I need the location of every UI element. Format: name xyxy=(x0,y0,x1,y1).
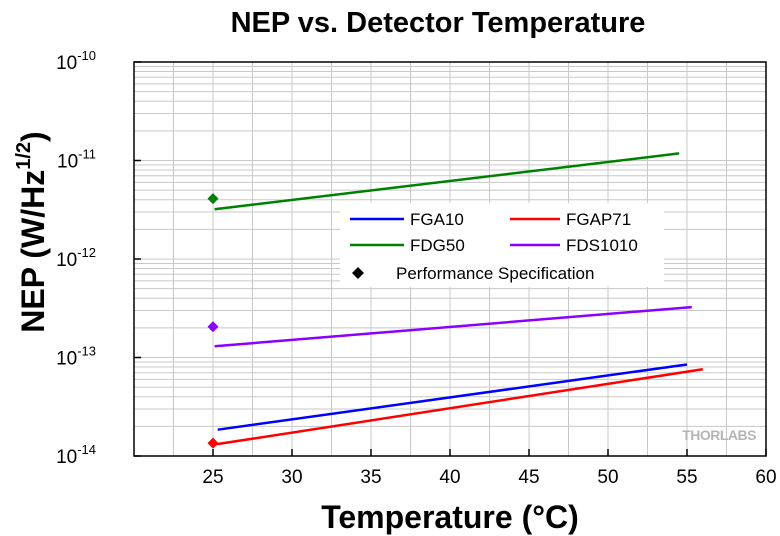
y-tick-label: 10-13 xyxy=(56,344,96,370)
x-ticks: 25 30 35 40 45 50 55 60 xyxy=(202,449,777,488)
legend-label: FDG50 xyxy=(410,236,465,255)
y-tick-label: 10-12 xyxy=(56,245,96,271)
y-axis-title-main: NEP (W/Hz xyxy=(15,170,51,333)
legend-label: FGAP71 xyxy=(566,210,631,229)
chart-title: NEP vs. Detector Temperature xyxy=(231,7,646,39)
legend: FGA10 FGAP71 FDG50 FDS1010 Performance Speci… xyxy=(340,203,664,287)
x-tick-label: 30 xyxy=(281,467,302,488)
x-tick-label: 35 xyxy=(360,467,381,488)
y-axis-title-close: ) xyxy=(15,131,51,142)
series-layer xyxy=(212,152,703,447)
x-tick-label: 45 xyxy=(518,467,539,488)
x-tick-label: 55 xyxy=(676,467,697,488)
x-axis-title: Temperature (°C) xyxy=(321,499,579,535)
y-tick-label: 10-14 xyxy=(56,442,96,468)
y-tick-label: 10-10 xyxy=(56,48,96,74)
legend-label: FDS1010 xyxy=(566,236,638,255)
series-line-fgap71 xyxy=(212,368,703,447)
legend-diamond-swatch xyxy=(352,267,364,279)
series-line-fga10 xyxy=(217,363,688,431)
x-tick-label: 40 xyxy=(439,467,460,488)
spec-marker-fgap71 xyxy=(207,437,219,449)
legend-label: Performance Specification xyxy=(396,264,594,283)
thorlabs-logo: THORLABS xyxy=(682,427,756,443)
spec-marker-fdg50 xyxy=(207,193,219,205)
series-line-fds1010 xyxy=(214,305,692,348)
y-tick-label: 10-11 xyxy=(57,147,96,173)
y-axis-title-sup: 1/2 xyxy=(13,142,35,170)
y-axis-title: NEP (W/Hz1/2) xyxy=(13,131,51,332)
marker-layer xyxy=(207,193,219,449)
x-tick-label: 50 xyxy=(597,467,618,488)
legend-label: FGA10 xyxy=(410,210,464,229)
x-tick-label: 25 xyxy=(202,467,223,488)
spec-marker-fds1010 xyxy=(207,321,219,333)
x-tick-label: 60 xyxy=(755,467,776,488)
series-line-fdg50 xyxy=(214,152,680,211)
y-ticks: 10-14 10-13 10-12 10-11 10-10 xyxy=(56,48,141,468)
